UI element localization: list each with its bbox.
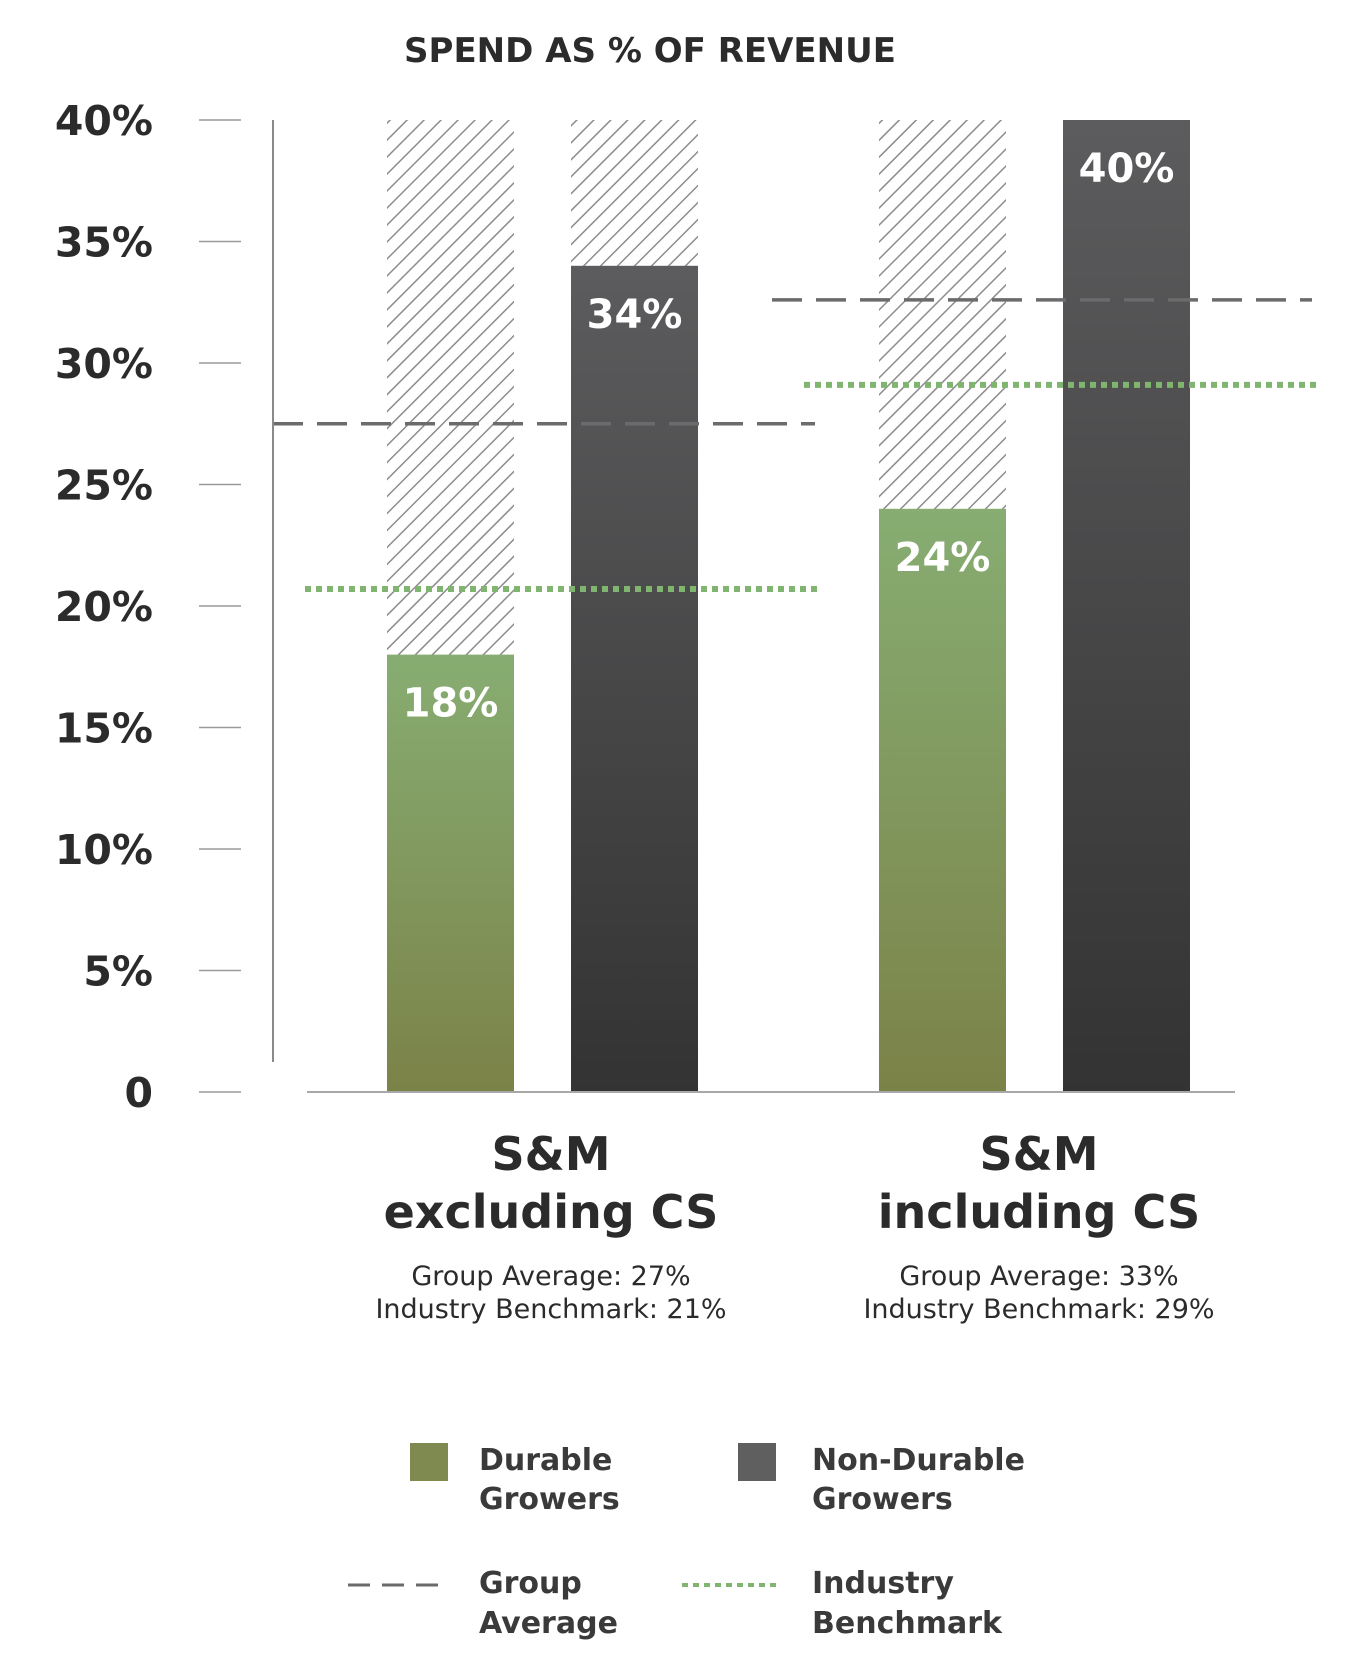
legend-label-line2: Growers (812, 1482, 953, 1517)
y-tick-label: 0 (124, 1069, 153, 1117)
group-label-line1: S&M (491, 1127, 610, 1181)
bar (879, 508, 1006, 1092)
bar (571, 265, 698, 1092)
bar-value-label: 24% (895, 535, 991, 581)
group-average-text: Group Average: 33% (899, 1261, 1178, 1292)
bar-value-label: 40% (1079, 146, 1175, 192)
y-tick-label: 40% (55, 97, 153, 145)
group-label-line2: including CS (878, 1185, 1200, 1239)
legend-label-line2: Growers (479, 1482, 620, 1517)
group-label-including-cs: S&M including CS Group Average: 33% Indu… (863, 1127, 1214, 1325)
legend: Durable Growers Non-Durable Growers Grou… (348, 1443, 1025, 1641)
legend-item-durable-growers: Durable Growers (410, 1443, 620, 1517)
y-tick-label: 15% (55, 705, 153, 753)
legend-label-line1: Industry (812, 1566, 954, 1601)
group-label-excluding-cs: S&M excluding CS Group Average: 27% Indu… (375, 1127, 726, 1325)
group-label-line1: S&M (979, 1127, 1098, 1181)
bar (1063, 120, 1190, 1092)
industry-benchmark-text: Industry Benchmark: 29% (863, 1294, 1214, 1325)
y-tick-label: 30% (55, 340, 153, 388)
legend-label-line1: Non-Durable (812, 1443, 1025, 1478)
group-label-line2: excluding CS (384, 1185, 719, 1239)
bar-value-label: 18% (403, 681, 499, 727)
legend-swatch-durable (410, 1443, 448, 1481)
y-tick-label: 5% (83, 948, 153, 996)
y-axis: 0 5% 10% 15% 20% 25% 30% 35% 40% (55, 97, 241, 1117)
bar-value-label: 34% (587, 292, 683, 338)
legend-item-group-average: Group Average (348, 1566, 618, 1641)
legend-label-line1: Durable (479, 1443, 612, 1478)
industry-benchmark-text: Industry Benchmark: 21% (375, 1294, 726, 1325)
bars (387, 120, 1190, 1092)
legend-item-industry-benchmark: Industry Benchmark (682, 1566, 1003, 1641)
bar (387, 654, 514, 1092)
chart-title: SPEND AS % OF REVENUE (404, 31, 896, 71)
y-tick-label: 20% (55, 583, 153, 631)
y-tick-label: 35% (55, 219, 153, 267)
y-tick-label: 25% (55, 462, 153, 510)
legend-label-line2: Benchmark (812, 1606, 1003, 1641)
bar-value-labels: 18% 34% 24% 40% (403, 146, 1175, 727)
y-tick-label: 10% (55, 826, 153, 874)
legend-label-line2: Average (479, 1606, 618, 1641)
legend-item-non-durable-growers: Non-Durable Growers (738, 1443, 1025, 1517)
group-average-text: Group Average: 27% (411, 1261, 690, 1292)
legend-label-line1: Group (479, 1566, 582, 1601)
reference-lines (273, 298, 1316, 592)
legend-swatch-non-durable (738, 1443, 776, 1481)
